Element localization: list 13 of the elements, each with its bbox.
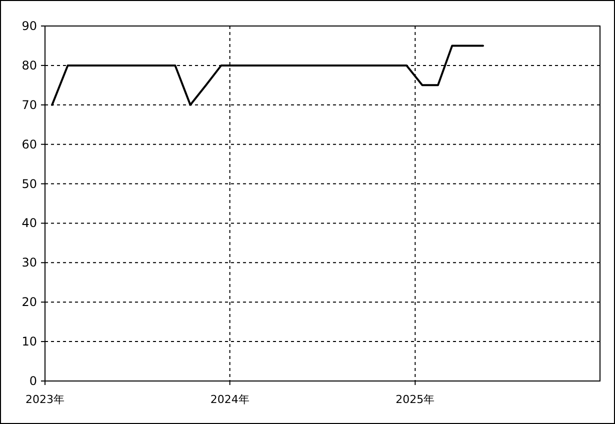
- x-tick-label: 2025年: [396, 393, 435, 406]
- y-tick-label: 90: [22, 19, 37, 33]
- x-tick-label: 2024年: [210, 393, 250, 406]
- y-tick-label: 10: [22, 334, 37, 349]
- y-tick-label: 70: [22, 98, 37, 112]
- x-tick-label: 2023年: [26, 393, 64, 406]
- y-tick-label: 60: [22, 137, 37, 152]
- y-tick-label: 20: [22, 295, 37, 310]
- y-tick-label: 0: [29, 374, 37, 388]
- y-tick-label: 80: [22, 58, 37, 72]
- y-tick-label: 50: [22, 176, 37, 191]
- y-tick-label: 30: [22, 256, 37, 270]
- y-tick-label: 40: [22, 216, 37, 230]
